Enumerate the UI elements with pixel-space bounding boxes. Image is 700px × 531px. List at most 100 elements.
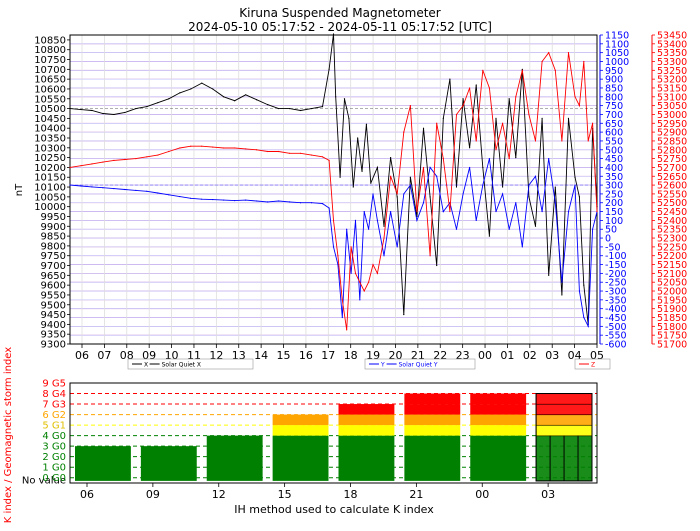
- x-tick-label: 07: [97, 349, 111, 362]
- data-point-z: [541, 60, 543, 63]
- data-point-y: [528, 184, 530, 186]
- legend-box: [574, 358, 611, 370]
- data-point-x: [157, 102, 159, 104]
- y-tick-label-z: 51700: [657, 340, 687, 351]
- y-tick-label-z: 52550: [657, 189, 687, 200]
- data-point-y: [332, 246, 335, 248]
- legend-label: X: [144, 362, 148, 369]
- x-tick-label: 18: [344, 349, 358, 362]
- data-point-z: [501, 122, 504, 124]
- data-point-x: [548, 274, 550, 276]
- data-point-z: [91, 163, 93, 165]
- data-point-x: [429, 196, 431, 198]
- k-x-tick-label: 06: [80, 488, 94, 501]
- data-point-z: [396, 193, 398, 195]
- data-point-z: [416, 210, 418, 213]
- data-point-y: [212, 198, 214, 201]
- legend-3: Z: [574, 358, 611, 370]
- y-tick-label-z: 51850: [657, 313, 687, 324]
- k-bar-segment: [338, 435, 395, 481]
- k-tick-label: 0 G0: [42, 473, 66, 484]
- data-point-y: [354, 219, 357, 221]
- data-point-y: [310, 202, 313, 204]
- y-tick-label-x: 9350: [41, 330, 66, 341]
- data-point-y: [515, 202, 517, 204]
- data-point-y: [488, 158, 491, 160]
- y-tick-label-z: 53400: [657, 39, 687, 50]
- data-point-x: [179, 92, 181, 94]
- y-tick-label-z: 53350: [657, 48, 687, 59]
- y-axis-label: nT: [14, 183, 25, 196]
- y-tick-label-x: 9500: [41, 300, 66, 311]
- data-point-z: [337, 255, 339, 257]
- data-point-y: [102, 187, 104, 189]
- y-tick-label-y: -600: [605, 340, 627, 351]
- k-bar-segment: [272, 414, 329, 426]
- data-point-y: [328, 207, 330, 209]
- y-tick-label-y: -550: [605, 331, 627, 342]
- k-tick-label: 3 G0: [42, 442, 66, 453]
- data-point-y: [168, 194, 170, 196]
- data-point-x: [528, 196, 530, 198]
- data-point-x: [501, 186, 504, 188]
- data-point-x: [469, 147, 471, 149]
- data-point-z: [455, 113, 458, 116]
- y-tick-label-x: 9600: [41, 281, 66, 292]
- data-point-z: [157, 154, 159, 156]
- data-point-x: [422, 127, 425, 129]
- legend-label: Solar Quiet X: [162, 362, 201, 369]
- k-bar-segment: [404, 425, 461, 436]
- data-point-z: [495, 149, 497, 151]
- y-tick-label-y: 1000: [605, 57, 629, 68]
- k-tick-label: 6 G2: [42, 410, 66, 421]
- data-point-x: [488, 235, 491, 237]
- y-tick-label-x: 10300: [34, 143, 66, 154]
- y-tick-label-x: 10250: [34, 153, 66, 164]
- y-tick-label-y: 200: [605, 198, 623, 209]
- data-point-x: [403, 313, 405, 316]
- y-tick-label-z: 52400: [657, 216, 687, 227]
- data-point-z: [403, 131, 405, 133]
- y-tick-label-z: 53250: [657, 66, 687, 77]
- data-point-x: [343, 98, 346, 100]
- y-tick-label-y: 600: [605, 128, 623, 139]
- k-x-tick-label: 00: [475, 488, 489, 501]
- data-point-x: [124, 111, 126, 114]
- data-point-x: [396, 196, 398, 198]
- data-point-z: [482, 69, 484, 71]
- k-bar-segment: [404, 414, 461, 426]
- data-point-y: [561, 281, 563, 283]
- k-bar: [75, 446, 131, 481]
- y-tick-label-z: 52450: [657, 207, 687, 218]
- data-point-x: [256, 99, 258, 101]
- y-tick-label-y: 700: [605, 110, 623, 121]
- y-tick-label-y: -250: [605, 278, 627, 289]
- data-point-x: [357, 137, 359, 139]
- x-tick-label: 02: [523, 349, 537, 362]
- k-bar: [404, 393, 461, 481]
- data-point-y: [201, 198, 203, 200]
- k-bar-fill: [536, 414, 592, 426]
- data-point-z: [561, 140, 563, 142]
- data-point-x: [436, 264, 438, 267]
- y-tick-label-z: 52700: [657, 163, 687, 174]
- data-point-y: [567, 210, 570, 213]
- k-tick-label: 5 G1: [42, 421, 66, 432]
- data-point-z: [587, 140, 589, 142]
- y-tick-label-z: 52800: [657, 145, 687, 156]
- data-point-x: [365, 123, 368, 125]
- y-tick-label-z: 52900: [657, 128, 687, 139]
- data-point-y: [256, 200, 258, 202]
- k-x-tick-label: 15: [278, 488, 292, 501]
- data-point-z: [548, 52, 550, 54]
- data-point-x: [495, 117, 497, 119]
- data-point-z: [341, 299, 343, 301]
- y-tick-label-y: 900: [605, 75, 623, 86]
- data-point-y: [403, 193, 405, 195]
- data-point-y: [548, 158, 550, 160]
- legend-label: Z: [591, 362, 595, 369]
- data-point-x: [534, 225, 537, 227]
- data-point-y: [157, 192, 159, 194]
- y-tick-label-y: 300: [605, 181, 623, 192]
- data-point-x: [561, 294, 563, 296]
